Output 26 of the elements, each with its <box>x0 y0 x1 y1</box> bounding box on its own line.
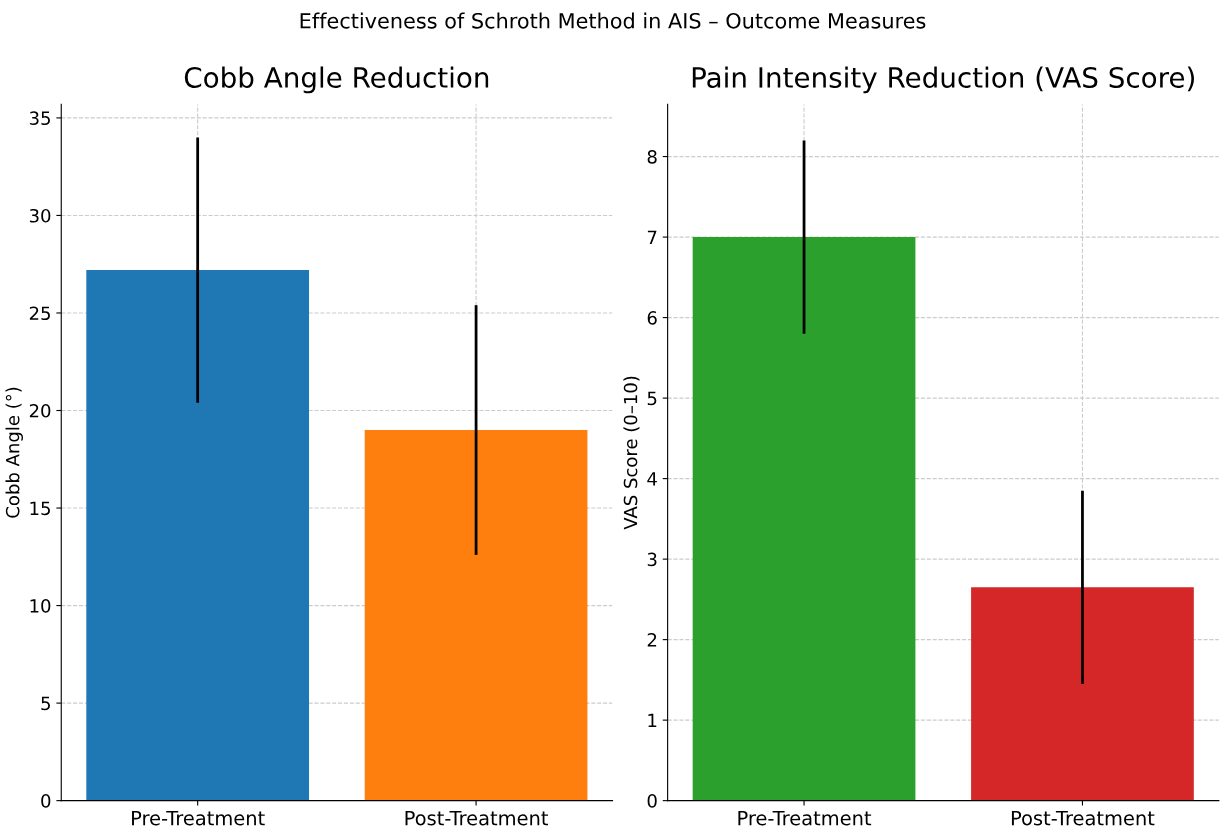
y-tick-label: 5 <box>41 696 50 711</box>
y-tick-label: 6 <box>647 311 657 325</box>
x-tick-label: Post-Treatment <box>405 810 549 826</box>
y-axis-title: VAS Score (0–10) <box>623 376 640 530</box>
text: Effectiveness of Schroth Method in AIS – Outcome Measures <box>300 12 926 29</box>
chart-title: Pain Intensity Reduction (VAS Score) <box>692 66 1194 94</box>
y-tick-label: 0 <box>41 794 51 808</box>
chart-title: Cobb Angle Reduction <box>184 66 489 94</box>
y-tick-label: 2 <box>647 633 657 647</box>
y-tick-label: 8 <box>647 150 657 164</box>
y-tick-label: 5 <box>647 391 657 406</box>
y-tick-label: 15 <box>30 501 50 516</box>
y-tick-label: 3 <box>647 552 657 567</box>
y-tick-label: 30 <box>29 208 51 223</box>
y-tick-label: 4 <box>647 472 657 486</box>
y-tick-label: 0 <box>647 794 657 808</box>
x-tick-label: Pre-Treatment <box>738 810 872 826</box>
y-tick-label: 1 <box>648 713 657 727</box>
y-tick-label: 10 <box>30 599 51 613</box>
x-tick-label: Post-Treatment <box>1011 810 1155 826</box>
y-axis-title: Cobb Angle (°) <box>5 387 23 518</box>
y-tick-label: 7 <box>647 230 657 244</box>
y-tick-label: 25 <box>29 306 50 321</box>
x-tick-label: Pre-Treatment <box>132 810 265 826</box>
y-tick-label: 20 <box>29 403 51 418</box>
y-tick-label: 35 <box>29 111 50 126</box>
